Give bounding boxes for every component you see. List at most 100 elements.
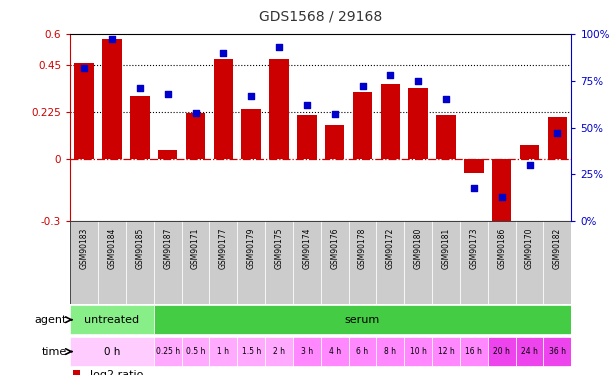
Point [79, 64, 89, 70]
Bar [409, 88, 428, 159]
Text: serum: serum [345, 315, 380, 325]
Bar [349, 221, 376, 304]
Point [525, 162, 535, 168]
Bar [404, 337, 432, 366]
Bar [210, 221, 237, 304]
Bar [98, 221, 126, 304]
Point [246, 93, 256, 99]
Bar [460, 337, 488, 366]
Bar [186, 113, 205, 159]
Text: GSM90180: GSM90180 [414, 228, 423, 269]
Bar [353, 92, 372, 159]
Text: 10 h: 10 h [410, 347, 426, 356]
Text: GSM90172: GSM90172 [386, 228, 395, 269]
Point [330, 111, 340, 117]
Text: 24 h: 24 h [521, 347, 538, 356]
Bar [325, 125, 345, 159]
Bar [181, 337, 210, 366]
Point [107, 36, 117, 42]
Bar [214, 59, 233, 159]
Text: 0.25 h: 0.25 h [156, 347, 180, 356]
Bar [516, 337, 543, 366]
Bar [381, 84, 400, 159]
Bar [293, 221, 321, 304]
Bar [376, 337, 404, 366]
Bar [321, 221, 349, 304]
Text: 8 h: 8 h [384, 347, 397, 356]
Point [219, 50, 229, 55]
Point [441, 96, 451, 102]
Bar [210, 337, 237, 366]
Bar [547, 117, 567, 159]
Bar [520, 145, 540, 159]
Text: log2 ratio: log2 ratio [90, 370, 143, 375]
Text: 12 h: 12 h [437, 347, 455, 356]
Text: 1 h: 1 h [218, 347, 229, 356]
Bar [265, 221, 293, 304]
Text: GSM90182: GSM90182 [553, 228, 562, 269]
Text: GSM90178: GSM90178 [358, 228, 367, 269]
Text: 6 h: 6 h [356, 347, 368, 356]
Bar [492, 159, 511, 225]
Bar [464, 159, 484, 173]
Bar [154, 221, 181, 304]
Bar [70, 221, 98, 304]
Bar [543, 337, 571, 366]
Text: GSM90174: GSM90174 [302, 228, 312, 269]
Bar [181, 221, 210, 304]
Text: 16 h: 16 h [466, 347, 482, 356]
Point [163, 91, 172, 97]
Text: GSM90183: GSM90183 [79, 228, 89, 269]
Text: 2 h: 2 h [273, 347, 285, 356]
Bar [432, 337, 460, 366]
Text: GSM90181: GSM90181 [442, 228, 450, 269]
Bar [70, 337, 154, 366]
Bar [376, 221, 404, 304]
Point [357, 83, 367, 89]
Text: 36 h: 36 h [549, 347, 566, 356]
Text: agent: agent [35, 315, 67, 325]
Point [386, 72, 395, 78]
Bar [436, 115, 456, 159]
Text: 3 h: 3 h [301, 347, 313, 356]
Bar [516, 221, 543, 304]
Bar [269, 59, 289, 159]
Bar [241, 109, 261, 159]
Bar [154, 337, 181, 366]
Text: 4 h: 4 h [329, 347, 341, 356]
Point [413, 78, 423, 84]
Bar [265, 337, 293, 366]
Text: 20 h: 20 h [493, 347, 510, 356]
Point [191, 110, 200, 116]
Bar [237, 337, 265, 366]
Bar [432, 221, 460, 304]
Text: GSM90175: GSM90175 [274, 228, 284, 269]
Bar [158, 150, 177, 159]
Point [497, 194, 507, 200]
Text: GDS1568 / 29168: GDS1568 / 29168 [259, 10, 382, 24]
Bar [321, 337, 349, 366]
Text: GSM90185: GSM90185 [136, 228, 144, 269]
Bar [70, 305, 154, 334]
Text: GSM90171: GSM90171 [191, 228, 200, 269]
Bar [102, 39, 122, 159]
Bar [73, 370, 81, 375]
Point [274, 44, 284, 50]
Bar [543, 221, 571, 304]
Text: GSM90184: GSM90184 [108, 228, 117, 269]
Text: 1.5 h: 1.5 h [241, 347, 261, 356]
Bar [297, 115, 316, 159]
Text: GSM90187: GSM90187 [163, 228, 172, 269]
Point [552, 130, 562, 136]
Text: GSM90170: GSM90170 [525, 228, 534, 269]
Bar [460, 221, 488, 304]
Text: GSM90177: GSM90177 [219, 228, 228, 269]
Text: GSM90173: GSM90173 [469, 228, 478, 269]
Bar [349, 337, 376, 366]
Bar [293, 337, 321, 366]
Bar [126, 221, 154, 304]
Point [135, 85, 145, 91]
Bar [130, 96, 150, 159]
Text: GSM90186: GSM90186 [497, 228, 506, 269]
Text: untreated: untreated [84, 315, 139, 325]
